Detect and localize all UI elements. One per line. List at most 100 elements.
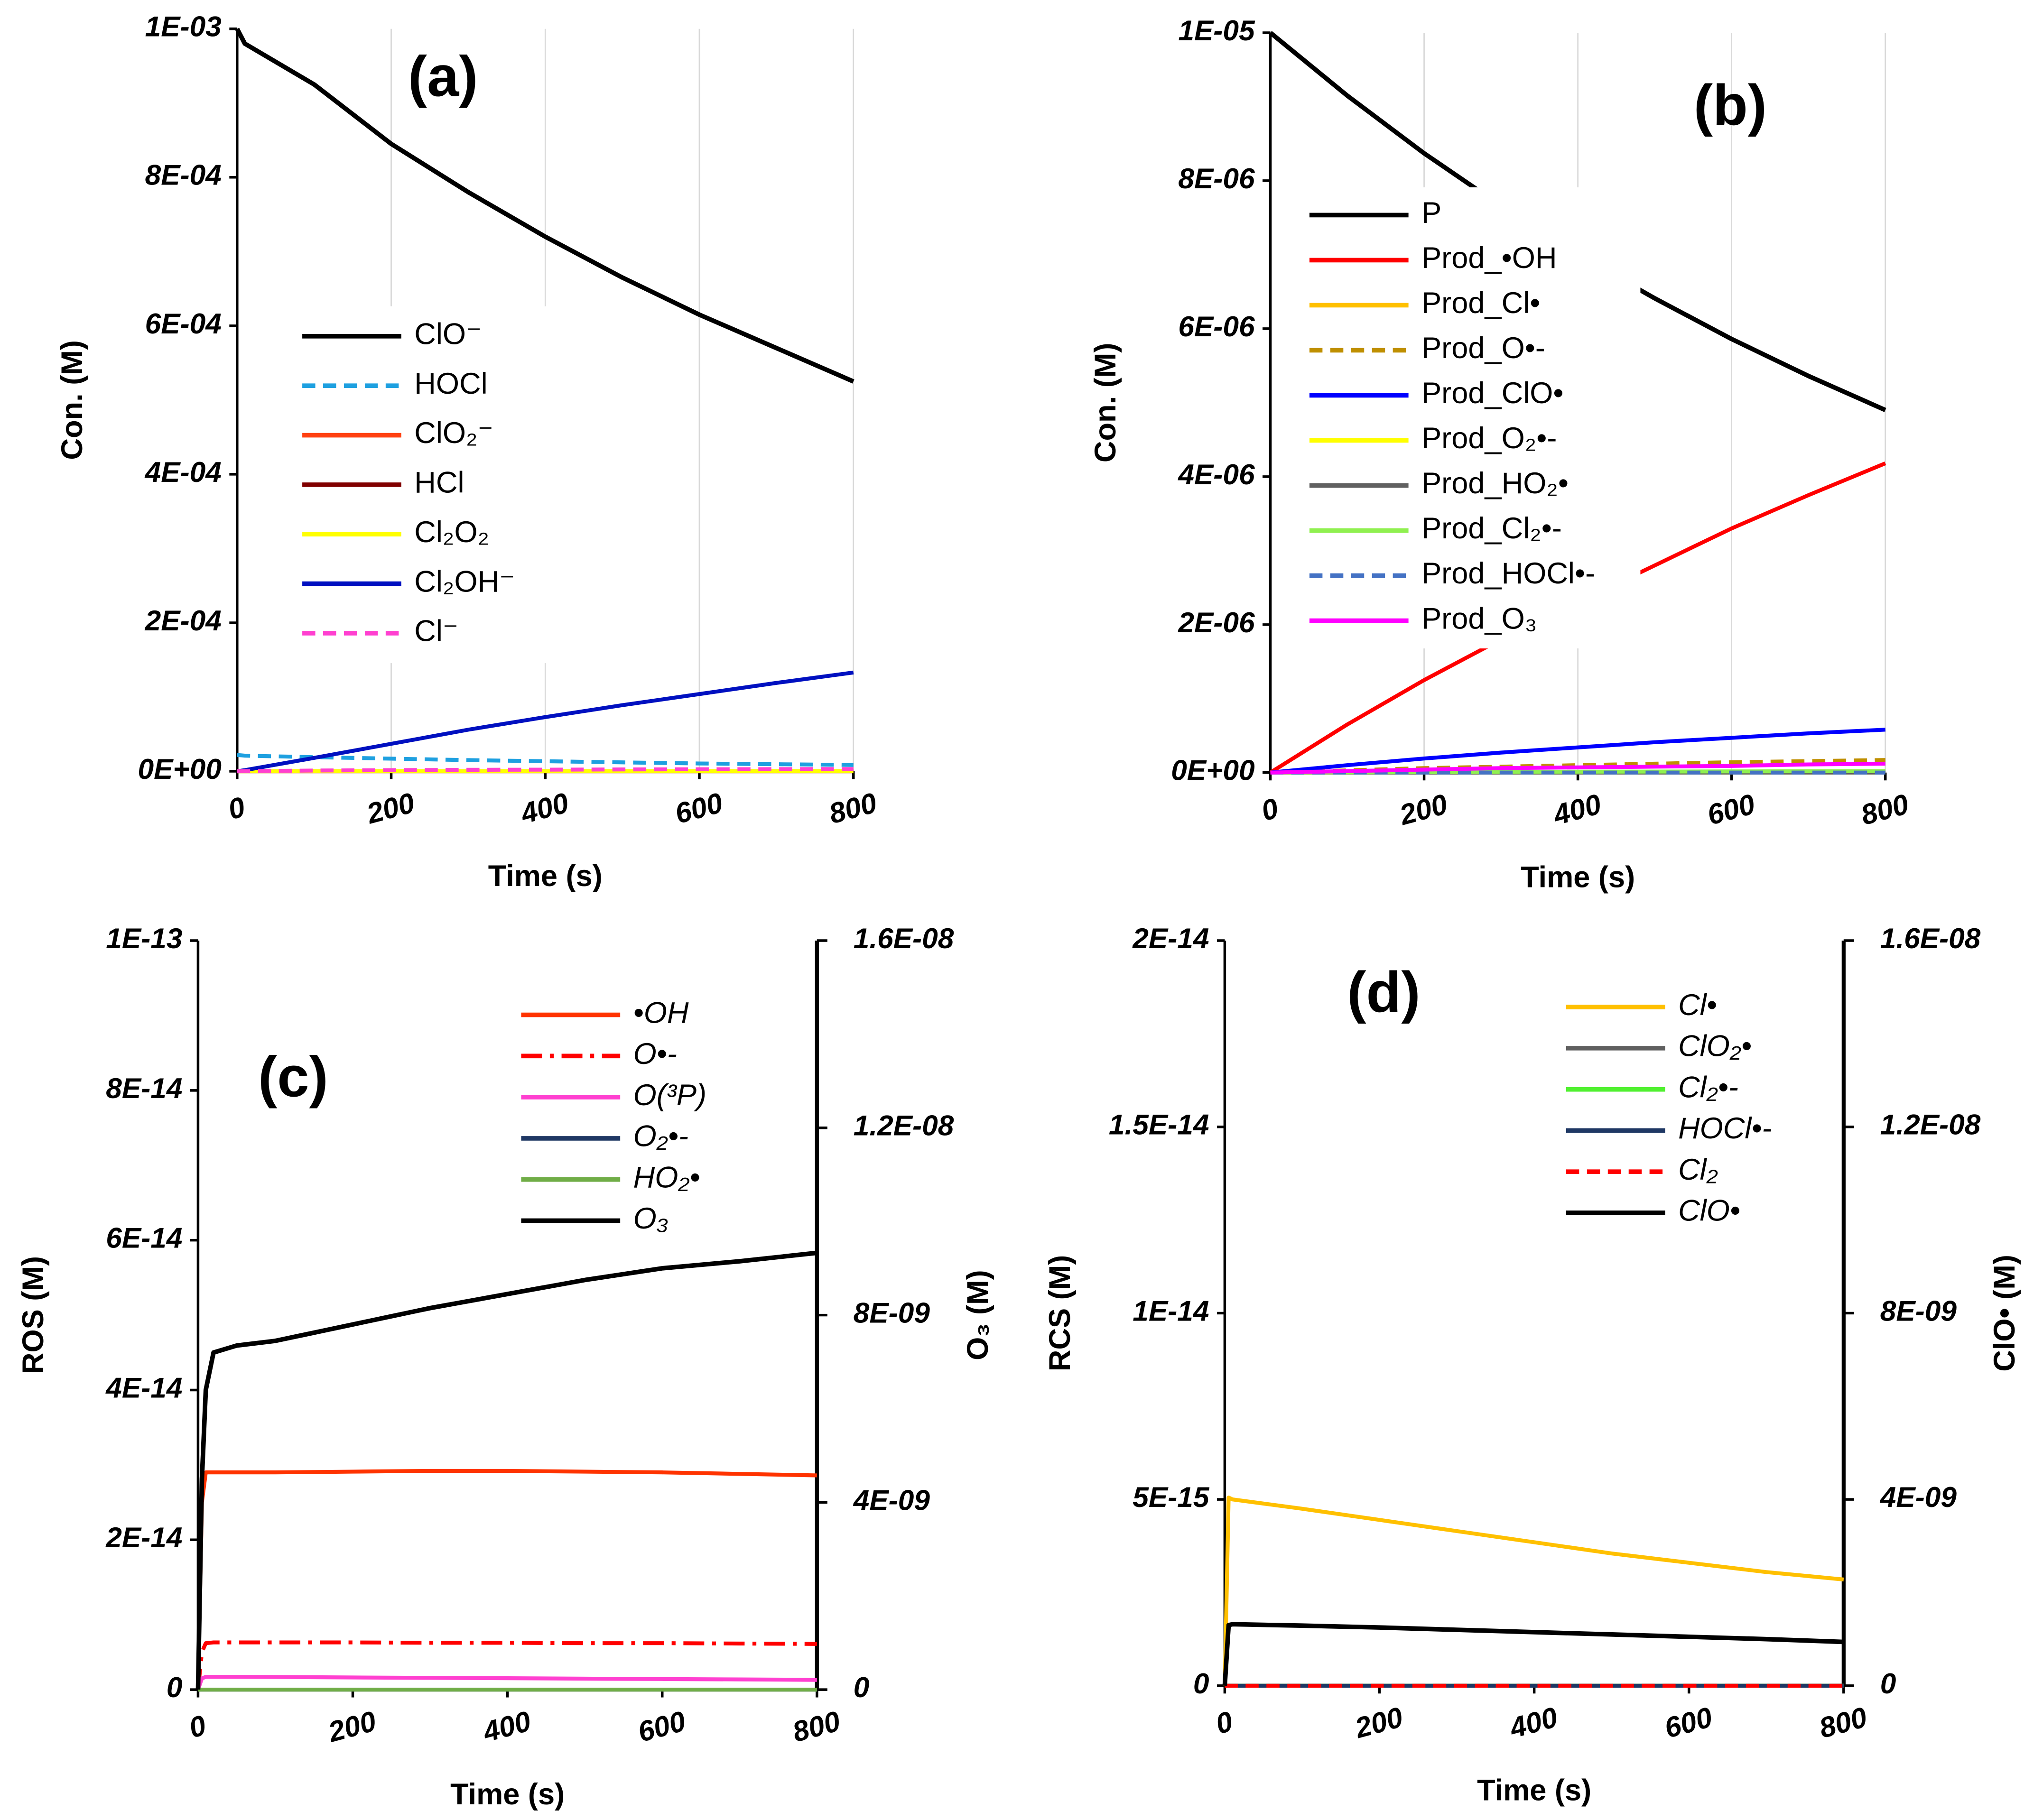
series-line [1270, 758, 1885, 775]
y-tick-label: 2E-06 [1178, 606, 1255, 638]
panel-title: (c) [258, 1045, 328, 1109]
y2-tick-label: 1.2E-08 [1880, 1109, 1981, 1141]
x-axis-label: Time (s) [1521, 861, 1635, 894]
y-tick-label: 2E-14 [105, 1521, 182, 1553]
series-line [1222, 1622, 1844, 1686]
legend-label: HO₂• [633, 1161, 700, 1194]
legend-label: ClO₂⁻ [414, 416, 493, 450]
y2-tick-label: 0 [854, 1671, 870, 1703]
y-tick-label: 6E-04 [145, 307, 222, 340]
x-tick-label: 800 [826, 786, 880, 830]
legend-label: Prod_HOCl•- [1421, 557, 1595, 590]
y2-axis-label: O₃ (M) [961, 1270, 994, 1360]
y2-tick-label: 8E-09 [1880, 1294, 1957, 1327]
legend-label: Cl₂•- [1678, 1071, 1738, 1104]
series-line [237, 753, 854, 767]
x-tick-label: 800 [1857, 787, 1912, 831]
y2-tick-label: 0 [1880, 1667, 1896, 1700]
y-axis-label: ROS (M) [17, 1256, 50, 1374]
series-line [195, 1250, 817, 1690]
x-tick-label: 200 [363, 786, 418, 830]
y-tick-label: 1.5E-14 [1109, 1109, 1209, 1141]
legend-label: Cl• [1678, 989, 1717, 1022]
legend-box [513, 989, 787, 1247]
y-tick-label: 8E-04 [145, 159, 222, 191]
series-line [196, 1640, 817, 1690]
x-tick-label: 400 [1506, 1700, 1561, 1744]
legend-label: Cl⁻ [414, 615, 458, 648]
panel-title: (b) [1694, 73, 1767, 137]
series-line [196, 1469, 817, 1690]
legend-label: O•- [633, 1037, 677, 1071]
y-tick-label: 0E+00 [1171, 754, 1254, 786]
x-axis-label: Time (s) [450, 1778, 565, 1811]
y-tick-label: 8E-14 [106, 1072, 182, 1104]
panel-title: (d) [1347, 960, 1420, 1024]
x-tick-label: 600 [1661, 1700, 1716, 1744]
x-tick-label: 200 [325, 1705, 380, 1748]
legend-box [1301, 187, 1641, 649]
y-tick-label: 8E-06 [1178, 162, 1255, 194]
y-tick-label: 0 [1193, 1667, 1209, 1700]
y-tick-label: 0 [167, 1671, 183, 1703]
x-tick-label: 600 [671, 786, 726, 830]
legend-label: •OH [633, 996, 689, 1029]
x-tick-label: 0 [186, 1709, 209, 1744]
x-tick-label: 200 [1396, 787, 1451, 831]
legend-label: Prod_O₃ [1421, 602, 1537, 635]
y-tick-label: 4E-14 [105, 1371, 182, 1404]
legend-label: Prod_O₂•- [1421, 422, 1557, 455]
y-tick-label: 2E-14 [1132, 922, 1209, 954]
y2-axis-label: ClO• (M) [1988, 1255, 2021, 1372]
y-axis-label: Con. (M) [56, 340, 89, 460]
y-tick-label: 6E-14 [106, 1222, 182, 1254]
y-tick-label: 0E+00 [138, 753, 221, 785]
legend-label: ClO⁻ [414, 317, 482, 351]
x-tick-label: 0 [1258, 792, 1282, 827]
legend-label: Cl₂OH⁻ [414, 565, 515, 598]
x-tick-label: 0 [1212, 1705, 1236, 1740]
legend-label: Cl₂ [1678, 1153, 1718, 1186]
y-tick-label: 1E-05 [1178, 14, 1255, 46]
y-axis-label: RCS (M) [1043, 1255, 1077, 1372]
legend-label: O₂•- [633, 1120, 688, 1153]
legend-label: Cl₂O₂ [414, 516, 489, 549]
y-tick-label: 5E-15 [1133, 1481, 1210, 1513]
legend-label: Prod_O•- [1421, 332, 1545, 365]
legend-box [1558, 981, 1832, 1239]
series-line [235, 28, 854, 384]
legend-label: ClO• [1678, 1194, 1740, 1228]
series-line [237, 670, 854, 774]
series-line [1223, 1496, 1844, 1686]
series-line [1270, 728, 1885, 775]
legend-label: Prod_HO₂• [1421, 467, 1569, 500]
y2-tick-label: 8E-09 [854, 1297, 930, 1329]
legend-label: HCl [414, 466, 464, 499]
y-tick-label: 6E-06 [1178, 310, 1255, 342]
legend-label: O(³P) [633, 1079, 706, 1112]
x-tick-label: 400 [479, 1705, 534, 1748]
y-tick-label: 1E-03 [145, 10, 222, 43]
y2-tick-label: 1.6E-08 [854, 922, 954, 954]
x-tick-label: 800 [1816, 1700, 1870, 1744]
x-axis-label: Time (s) [1477, 1774, 1591, 1807]
panel-title: (a) [408, 44, 478, 108]
series-line [237, 767, 854, 774]
y-tick-label: 2E-04 [145, 604, 222, 637]
y2-tick-label: 1.6E-08 [1880, 922, 1981, 954]
x-tick-label: 600 [634, 1705, 689, 1748]
x-tick-label: 600 [1704, 787, 1758, 831]
legend-label: Prod_•OH [1421, 241, 1557, 275]
legend-label: Prod_Cl• [1421, 286, 1540, 320]
x-tick-label: 800 [789, 1705, 844, 1748]
y-tick-label: 1E-14 [1133, 1294, 1209, 1327]
legend-label: Prod_Cl₂•- [1421, 512, 1562, 545]
x-axis-label: Time (s) [488, 859, 603, 893]
x-tick-label: 400 [1550, 787, 1605, 831]
y2-tick-label: 4E-09 [1880, 1481, 1957, 1513]
legend-label: HOCl [414, 367, 487, 400]
x-tick-label: 0 [224, 790, 248, 825]
y-tick-label: 4E-04 [145, 456, 222, 488]
legend-label: ClO₂• [1678, 1030, 1752, 1063]
